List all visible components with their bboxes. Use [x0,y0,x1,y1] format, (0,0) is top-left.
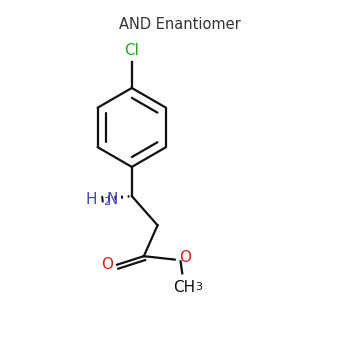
Text: H: H [86,192,98,207]
Text: O: O [101,257,113,272]
Text: 3: 3 [195,282,202,292]
Text: O: O [179,250,191,265]
Text: 2: 2 [103,197,110,207]
Text: Cl: Cl [124,43,139,58]
Text: N: N [106,192,117,207]
Text: CH: CH [173,280,195,295]
Text: AND Enantiomer: AND Enantiomer [119,17,241,32]
